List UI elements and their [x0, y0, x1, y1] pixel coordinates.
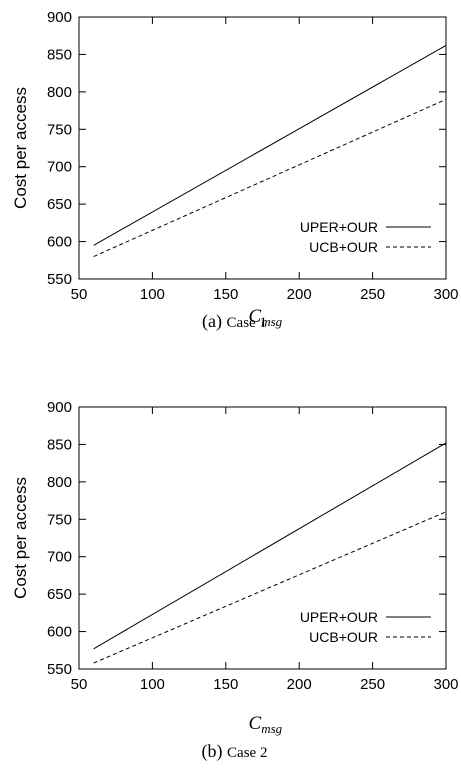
x-tick-label: 200 [287, 286, 312, 303]
figure-caption: (a) Case 1 [202, 311, 267, 332]
y-tick-label: 850 [47, 436, 72, 453]
legend-label: UPER+OUR [300, 219, 378, 235]
series-line-ucb-our [93, 98, 447, 257]
legend-label: UCB+OUR [309, 239, 378, 255]
x-tick-label: 250 [360, 286, 385, 303]
x-axis-label-main: C [249, 306, 262, 327]
y-tick-label: 800 [47, 84, 72, 101]
x-tick-label: 250 [360, 676, 385, 693]
caption-label: (b) [202, 741, 223, 762]
x-axis-label: Cmsg [249, 713, 283, 736]
x-tick-label: 300 [433, 286, 458, 303]
y-axis-label: Cost per access [11, 477, 30, 599]
x-tick-label: 50 [71, 676, 88, 693]
x-tick-label: 50 [71, 286, 88, 303]
y-tick-label: 700 [47, 159, 72, 176]
y-tick-label: 850 [47, 46, 72, 63]
caption-label: (a) [202, 311, 222, 332]
x-axis-label-subscript: msg [261, 314, 282, 329]
x-tick-label: 200 [287, 676, 312, 693]
x-tick-label: 150 [213, 676, 238, 693]
plot-frame [78, 16, 447, 280]
x-axis-label-subscript: msg [261, 721, 282, 736]
y-tick-label: 700 [47, 549, 72, 566]
chart-a: 550 600 650 700 750 800 850 900 50 100 150 200 250 30… [11, 9, 459, 332]
x-tick-label: 150 [213, 286, 238, 303]
x-axis-label: Cmsg [249, 306, 283, 329]
y-tick-label: 600 [47, 624, 72, 641]
series-line-uper-our [93, 442, 447, 650]
y-tick-label: 800 [47, 474, 72, 491]
caption-text: Case 1 [227, 315, 267, 331]
x-axis-label-main: C [249, 713, 262, 734]
x-tick-label: 100 [140, 676, 165, 693]
legend-label: UCB+OUR [309, 629, 378, 645]
x-tick-label: 300 [433, 676, 458, 693]
y-tick-label: 750 [47, 121, 72, 138]
y-tick-label: 550 [47, 661, 72, 678]
chart-b: 550 600 650 700 750 800 850 900 50 100 150 200 250 30… [11, 399, 459, 762]
series-line-uper-our [93, 45, 447, 246]
y-axis-label: Cost per access [11, 87, 30, 209]
plot-frame [78, 406, 447, 670]
y-tick-label: 550 [47, 271, 72, 288]
y-tick-label: 650 [47, 586, 72, 603]
series-line-ucb-our [93, 511, 447, 664]
figure-caption: (b) Case 2 [202, 741, 268, 762]
y-tick-label: 900 [47, 9, 72, 26]
y-tick-label: 600 [47, 234, 72, 251]
caption-text: Case 2 [227, 745, 267, 761]
y-tick-label: 650 [47, 196, 72, 213]
y-tick-label: 900 [47, 399, 72, 416]
x-tick-label: 100 [140, 286, 165, 303]
y-tick-label: 750 [47, 511, 72, 528]
legend-label: UPER+OUR [300, 609, 378, 625]
